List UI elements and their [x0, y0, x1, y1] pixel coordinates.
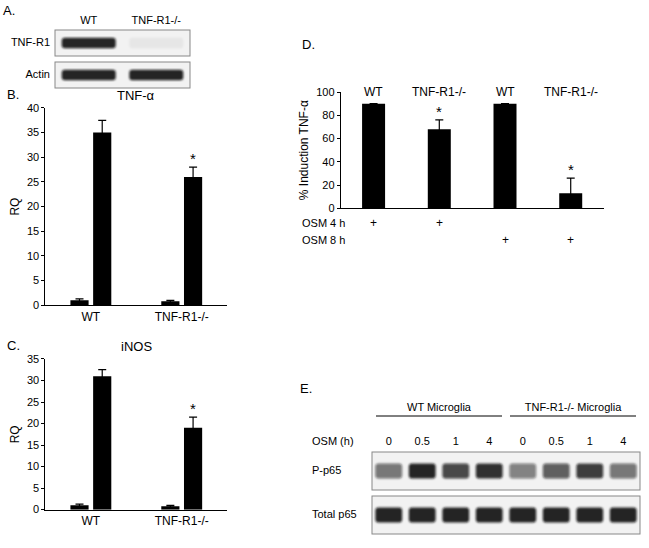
svg-text:TNF-α: TNF-α: [117, 88, 155, 103]
svg-text:+: +: [502, 233, 509, 247]
svg-text:0: 0: [386, 435, 392, 447]
svg-text:80: 80: [322, 109, 334, 121]
svg-text:40: 40: [27, 102, 39, 114]
svg-text:E.: E.: [300, 381, 312, 396]
svg-text:B.: B.: [7, 87, 19, 102]
svg-text:RQ: RQ: [8, 198, 22, 216]
svg-text:D.: D.: [302, 37, 315, 52]
svg-text:Actin: Actin: [26, 68, 50, 80]
svg-text:4: 4: [486, 435, 492, 447]
svg-text:+: +: [370, 216, 377, 230]
svg-text:0: 0: [33, 299, 39, 311]
svg-text:10: 10: [27, 250, 39, 262]
svg-text:25: 25: [27, 176, 39, 188]
svg-text:20: 20: [27, 417, 39, 429]
svg-text:25: 25: [27, 396, 39, 408]
svg-text:*: *: [568, 161, 574, 178]
svg-text:OSM 8 h: OSM 8 h: [302, 234, 345, 246]
svg-text:15: 15: [27, 225, 39, 237]
svg-text:30: 30: [27, 374, 39, 386]
svg-text:A.: A.: [3, 3, 15, 18]
svg-text:35: 35: [27, 353, 39, 365]
svg-text:OSM (h): OSM (h): [312, 435, 354, 447]
svg-text:RQ: RQ: [8, 425, 22, 443]
svg-text:iNOS: iNOS: [121, 339, 152, 354]
svg-text:TNF-R1-/-: TNF-R1-/-: [544, 85, 598, 99]
svg-text:60: 60: [322, 132, 334, 144]
svg-text:TNF-R1: TNF-R1: [11, 36, 50, 48]
svg-text:*: *: [436, 103, 442, 120]
svg-text:TNF-R1-/- Microglia: TNF-R1-/- Microglia: [525, 401, 622, 413]
svg-text:WT: WT: [82, 514, 101, 528]
svg-text:*: *: [190, 400, 196, 417]
svg-text:10: 10: [27, 460, 39, 472]
svg-text:% Induction TNF-α: % Induction TNF-α: [297, 100, 311, 200]
svg-text:100: 100: [316, 86, 334, 98]
svg-text:15: 15: [27, 439, 39, 451]
svg-text:1: 1: [587, 435, 593, 447]
svg-text:Total p65: Total p65: [312, 508, 357, 520]
svg-text:0: 0: [328, 202, 334, 214]
svg-text:5: 5: [33, 482, 39, 494]
svg-text:0.5: 0.5: [415, 435, 430, 447]
svg-text:*: *: [190, 150, 196, 167]
svg-text:WT: WT: [82, 310, 101, 324]
svg-text:0: 0: [520, 435, 526, 447]
svg-text:WT: WT: [364, 85, 383, 99]
svg-text:OSM 4 h: OSM 4 h: [302, 217, 345, 229]
svg-text:0: 0: [33, 503, 39, 515]
svg-text:WT: WT: [80, 14, 97, 26]
svg-text:20: 20: [322, 179, 334, 191]
svg-text:+: +: [567, 233, 574, 247]
svg-text:35: 35: [27, 126, 39, 138]
svg-text:TNF-R1-/-: TNF-R1-/-: [132, 14, 182, 26]
svg-text:TNF-R1-/-: TNF-R1-/-: [412, 85, 466, 99]
svg-text:20: 20: [27, 200, 39, 212]
svg-text:1: 1: [453, 435, 459, 447]
svg-text:WT: WT: [496, 85, 515, 99]
svg-text:TNF-R1-/-: TNF-R1-/-: [155, 514, 209, 528]
svg-text:C.: C.: [7, 338, 20, 353]
svg-text:5: 5: [33, 274, 39, 286]
svg-text:4: 4: [620, 435, 626, 447]
svg-text:0.5: 0.5: [549, 435, 564, 447]
svg-text:+: +: [436, 216, 443, 230]
svg-text:P-p65: P-p65: [312, 464, 341, 476]
svg-text:30: 30: [27, 151, 39, 163]
svg-text:TNF-R1-/-: TNF-R1-/-: [155, 310, 209, 324]
svg-text:WT Microglia: WT Microglia: [407, 401, 472, 413]
svg-text:40: 40: [322, 156, 334, 168]
